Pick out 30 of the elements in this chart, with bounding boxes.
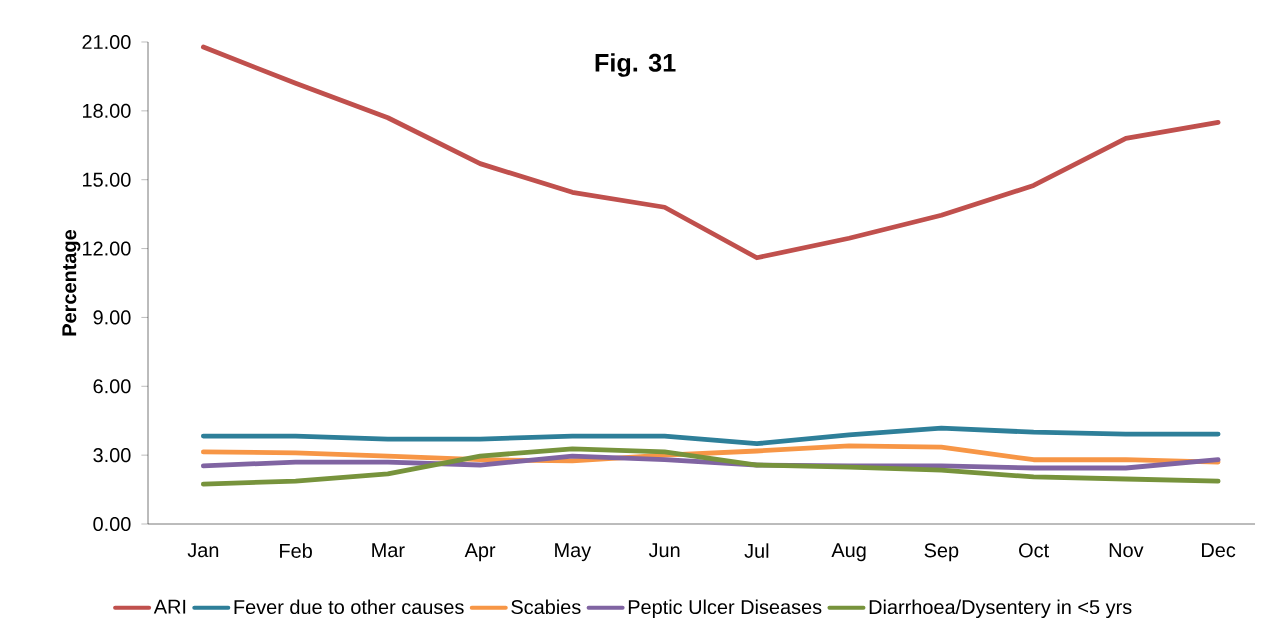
x-tick-label: Apr xyxy=(464,543,496,562)
y-tick-label: 15.00 xyxy=(83,172,131,187)
legend-label: Fever due to other causes xyxy=(234,599,464,615)
y-tick-label: 0.00 xyxy=(93,516,131,532)
chart-title: Fig. 31 xyxy=(595,53,676,77)
x-tick-label: Feb xyxy=(280,543,312,558)
x-tick-label: Jun xyxy=(648,543,680,558)
y-tick-label: 6.00 xyxy=(93,379,131,394)
line-series xyxy=(200,425,1221,447)
legend-label: Peptic Ulcer Diseases xyxy=(628,599,822,619)
y-tick-label: 21.00 xyxy=(82,34,131,50)
legend-label: Diarrhoea/Dysentery in <5 yrs xyxy=(869,599,1132,619)
line-series xyxy=(200,44,1221,261)
x-tick-label: Oct xyxy=(1019,543,1049,558)
x-tick-label: Sep xyxy=(924,543,959,562)
x-tick-label: Aug xyxy=(831,543,866,562)
x-tick-label: Nov xyxy=(1109,543,1144,558)
legend-label: ARI xyxy=(153,599,186,614)
x-tick-label: May xyxy=(555,543,592,562)
x-tick-label: Jul xyxy=(744,543,769,558)
x-tick-label: Jan xyxy=(187,543,219,558)
y-tick-label: 18.00 xyxy=(83,103,131,118)
y-tick-label: 12.00 xyxy=(83,241,131,256)
legend-label: Scabies xyxy=(511,599,581,615)
x-tick-label: Dec xyxy=(1202,543,1236,558)
y-axis-title: Percentage xyxy=(62,229,81,336)
x-tick-label: Mar xyxy=(372,543,405,558)
line-series xyxy=(200,446,1221,487)
y-tick-label: 3.00 xyxy=(93,448,131,463)
y-tick-label: 9.00 xyxy=(93,310,131,325)
